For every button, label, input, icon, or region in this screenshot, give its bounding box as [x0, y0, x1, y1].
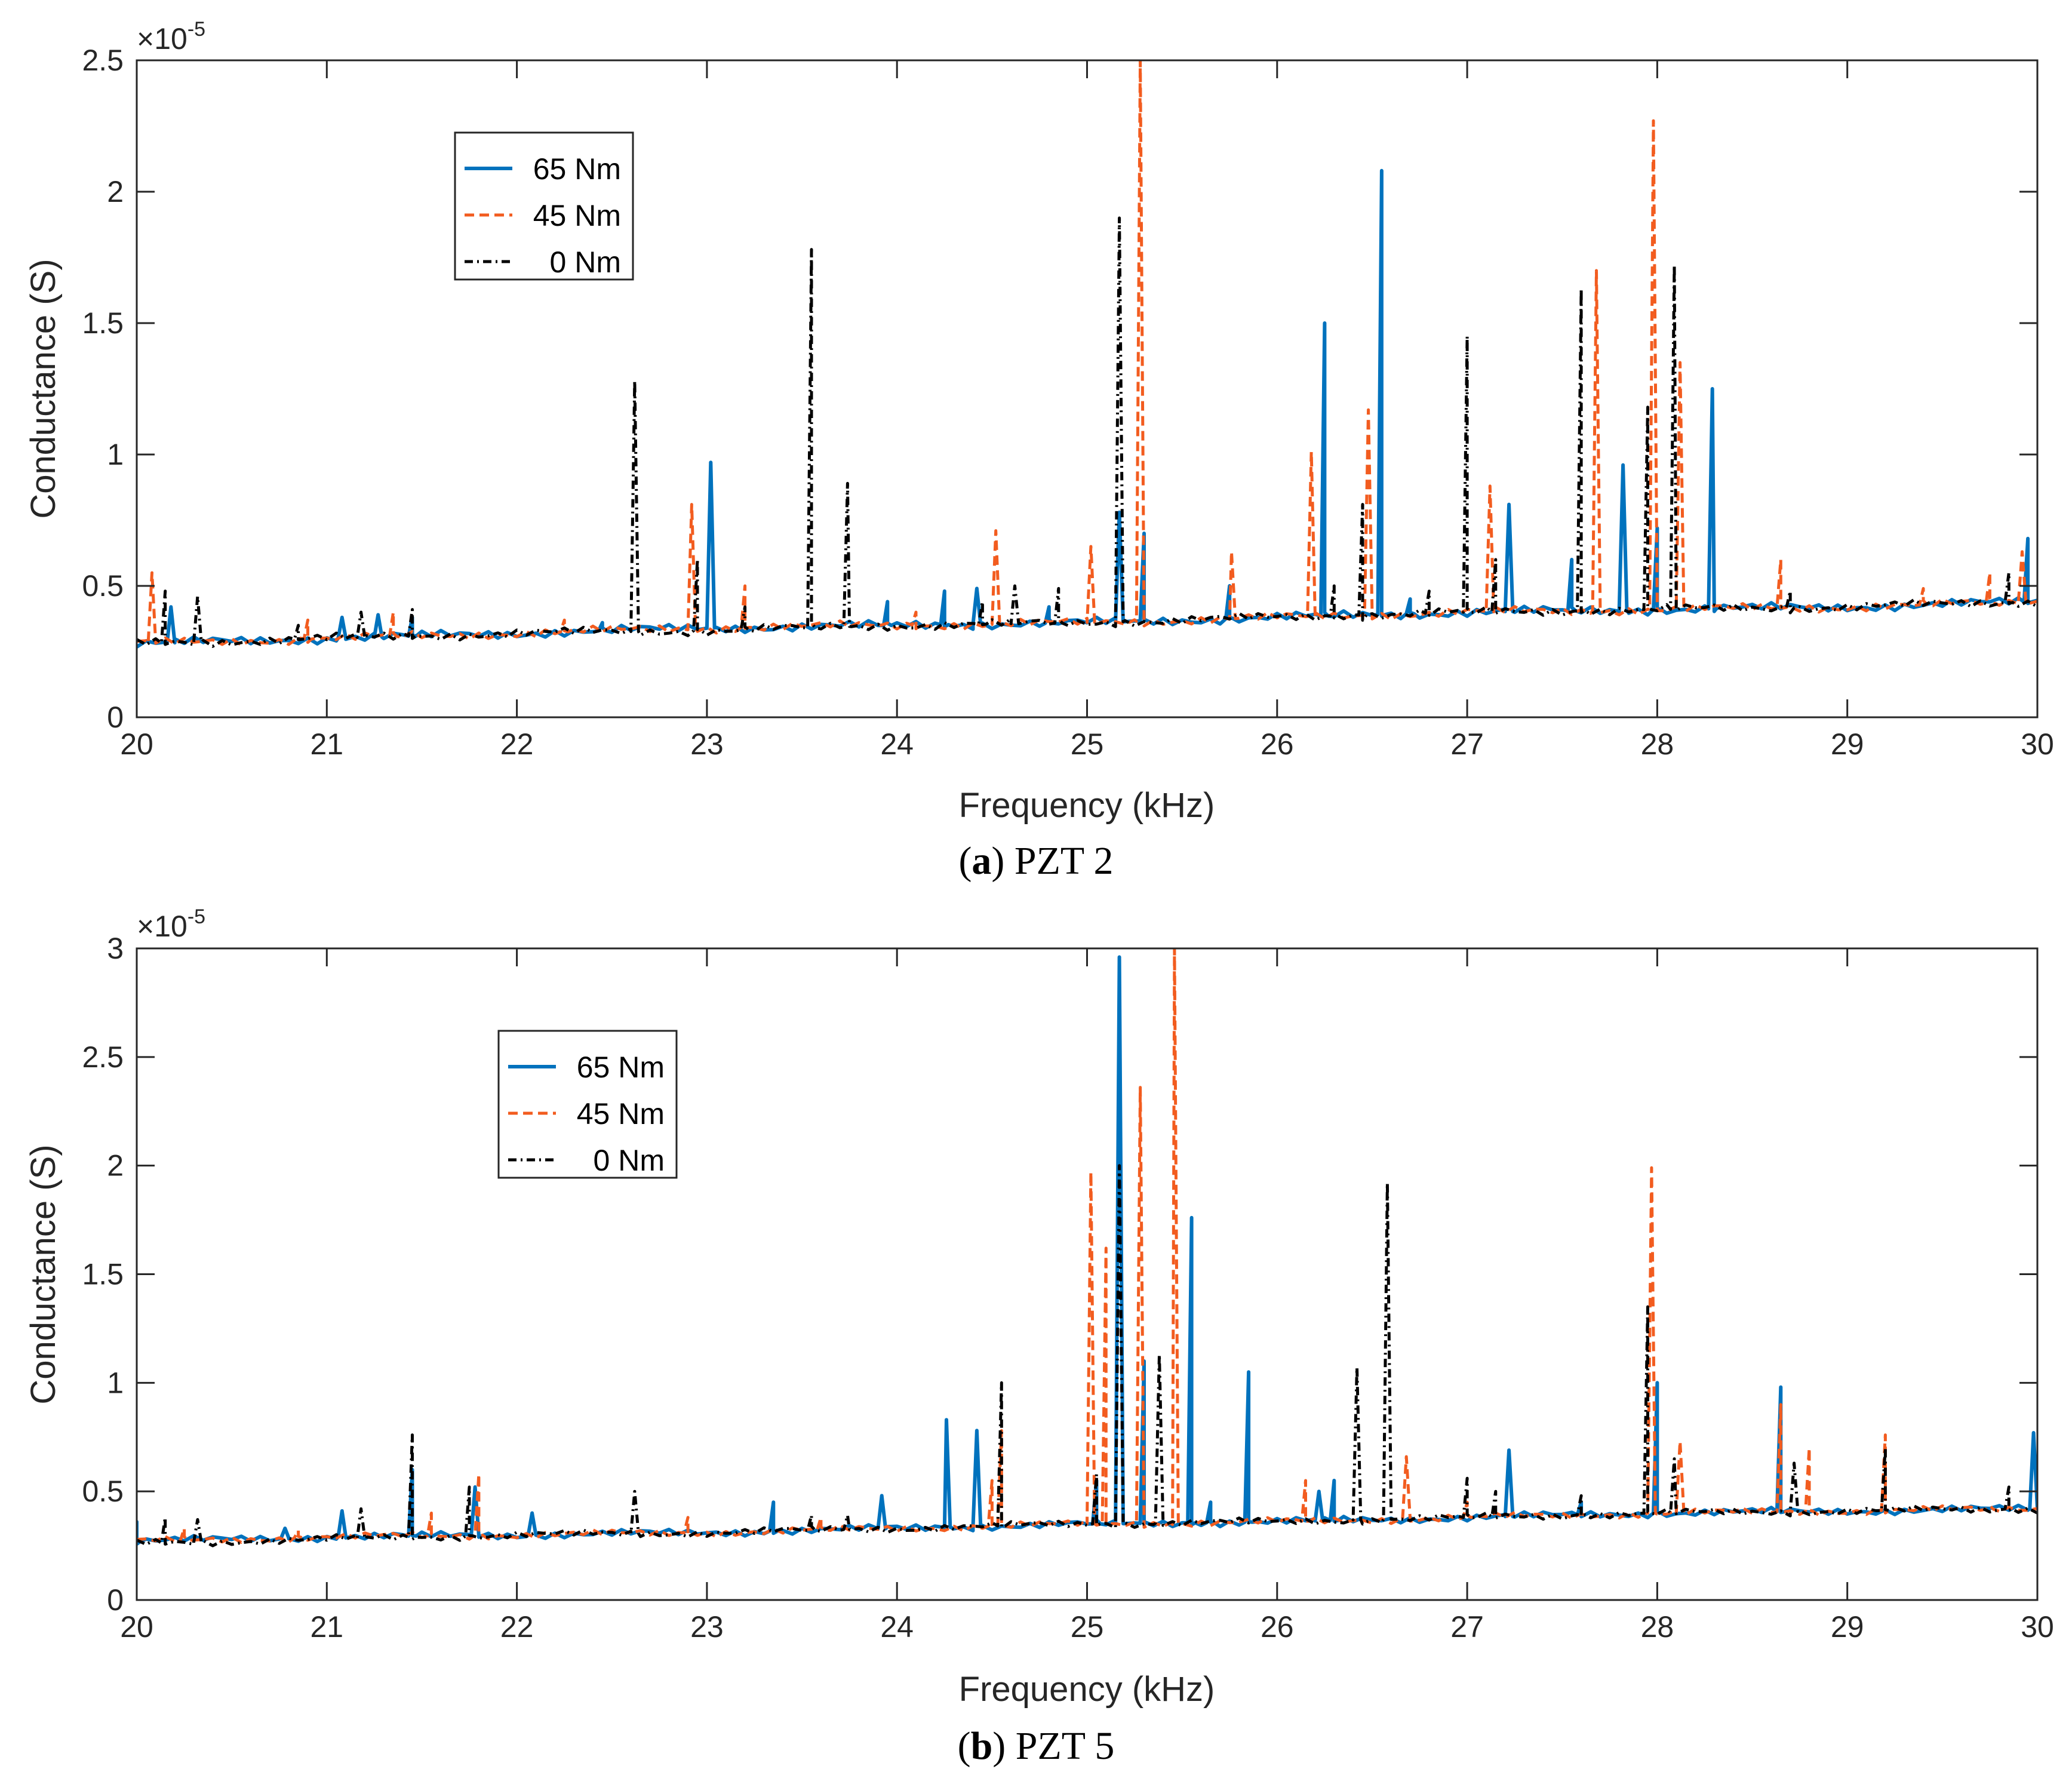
panel-a-legend-box	[454, 131, 634, 281]
panel-a-x-axis-label: Frequency (kHz)	[959, 786, 1215, 825]
panel-b-caption: (b) PZT 5	[958, 1724, 1115, 1768]
panel-b-y-tick-label: 3	[107, 932, 124, 965]
panel-b-y-tick-label: 1	[107, 1366, 124, 1399]
panel-b-x-tick-label: 30	[2021, 1610, 2054, 1644]
panel-b-y-tick-label: 1.5	[82, 1258, 124, 1291]
panel-b-legend-label: 45 Nm	[577, 1097, 665, 1131]
panel-a-y-axis-label: Conductance (S)	[24, 259, 63, 518]
panel-b-x-tick-label: 22	[500, 1610, 534, 1644]
panel-b-y-axis-label: Conductance (S)	[24, 1144, 63, 1404]
panel-b-x-tick-label: 29	[1831, 1610, 1864, 1644]
panel-a-x-tick-label: 23	[690, 727, 724, 761]
panel-a: 20 21 22 23 24 25 26 27 28 29 30 0 0.5 1 1.5 2 2.5 ×10-5…	[24, 18, 2054, 883]
panel-b-x-tick-label: 21	[310, 1610, 343, 1644]
panel-b-x-tick-label: 27	[1450, 1610, 1484, 1644]
panel-a-x-tick-label: 25	[1071, 727, 1104, 761]
panel-a-x-tick-label: 26	[1261, 727, 1294, 761]
panel-b-series-line-65-nm	[137, 955, 2037, 1546]
panel-a-y-tick-label: 2	[107, 175, 124, 208]
panel-a-x-tick-label: 21	[310, 727, 343, 761]
panel-a-y-tick-label: 0	[107, 701, 124, 734]
panel-b-x-tick-label: 24	[880, 1610, 914, 1644]
panel-b-x-tick-label: 20	[120, 1610, 153, 1644]
panel-b-ticks: 20 21 22 23 24 25 26 27 28 29 30 0 0.5 1 1.5 2 2.5 3	[82, 932, 2053, 1644]
panel-b-legend-label: 0 Nm	[594, 1144, 665, 1177]
panel-a-x-tick-label: 22	[500, 727, 534, 761]
panel-b-legend-box	[497, 1030, 678, 1179]
panel-a-x-tick-label: 29	[1831, 727, 1864, 761]
panel-b-y-tick-label: 0	[107, 1583, 124, 1617]
panel-b-exponent-base: ×10	[137, 910, 187, 943]
panel-a-legend-label: 0 Nm	[550, 245, 621, 279]
panel-b-x-axis-label: Frequency (kHz)	[959, 1670, 1215, 1709]
panel-b-legend: 65 Nm 45 Nm 0 Nm	[497, 1030, 678, 1179]
panel-a-caption: (a) PZT 2	[958, 839, 1113, 883]
panel-b-plot	[137, 948, 2037, 1547]
panel-a-exponent: ×10-5	[137, 18, 205, 56]
panel-a-x-tick-label: 20	[120, 727, 153, 761]
panel-b-caption-text: PZT 5	[1016, 1724, 1115, 1768]
panel-a-caption-text: PZT 2	[1015, 839, 1114, 883]
panel-a-series-line-65-nm	[137, 168, 2037, 649]
panel-a-legend: 65 Nm 45 Nm 0 Nm	[454, 131, 634, 281]
panel-a-y-tick-label: 1	[107, 438, 124, 471]
panel-a-y-tick-label: 0.5	[82, 569, 124, 603]
panel-b-y-tick-label: 2.5	[82, 1040, 124, 1074]
panel-b-caption-label: b	[971, 1724, 993, 1768]
panel-a-caption-label: a	[972, 839, 991, 883]
panel-a-legend-label: 65 Nm	[533, 152, 621, 186]
panel-b-exponent: ×10-5	[137, 905, 205, 943]
panel-a-y-tick-label: 2.5	[82, 44, 124, 77]
panel-a-exponent-power: -5	[187, 18, 205, 41]
panel-a-y-tick-label: 1.5	[82, 306, 124, 340]
panel-a-exponent-base: ×10	[137, 22, 187, 56]
panel-b-exponent-power: -5	[187, 905, 205, 928]
panel-b-series-line-45-nm	[137, 948, 2037, 1544]
panel-b-y-tick-label: 2	[107, 1149, 124, 1183]
panel-b: 20 21 22 23 24 25 26 27 28 29 30 0 0.5 1 1.5 2 2.5 3 ×10-…	[24, 905, 2054, 1768]
panel-a-plot	[137, 60, 2037, 649]
panel-b-legend-label: 65 Nm	[577, 1051, 665, 1084]
panel-a-legend-label: 45 Nm	[533, 199, 621, 232]
panel-a-x-tick-label: 24	[880, 727, 914, 761]
panel-b-x-tick-label: 26	[1261, 1610, 1294, 1644]
panel-a-x-tick-label: 30	[2021, 727, 2054, 761]
panel-a-ticks: 20 21 22 23 24 25 26 27 28 29 30 0 0.5 1 1.5 2 2.5	[82, 44, 2053, 761]
panel-b-series-line-0-nm	[137, 1164, 2037, 1547]
panel-a-x-tick-label: 27	[1450, 727, 1484, 761]
panel-a-series-line-0-nm	[137, 216, 2037, 648]
panel-b-x-tick-label: 25	[1071, 1610, 1104, 1644]
panel-a-x-tick-label: 28	[1641, 727, 1674, 761]
panel-b-y-tick-label: 0.5	[82, 1475, 124, 1508]
panel-b-x-tick-label: 23	[690, 1610, 724, 1644]
panel-a-series-line-45-nm	[137, 60, 2037, 647]
panel-b-x-tick-label: 28	[1641, 1610, 1674, 1644]
